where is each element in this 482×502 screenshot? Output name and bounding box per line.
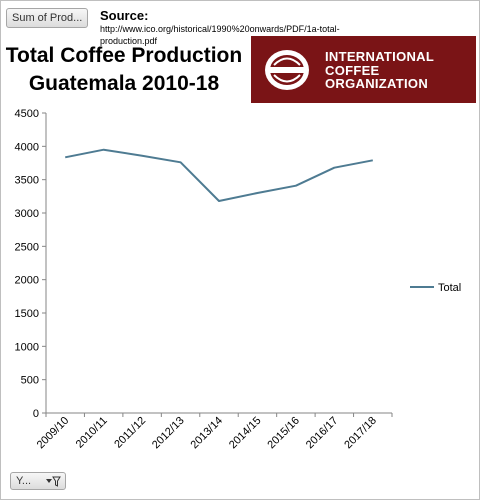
x-tick-label: 2012/13	[150, 415, 187, 452]
chart-title-line1: Total Coffee Production	[5, 44, 243, 67]
filter-button-label: Y...	[16, 475, 32, 487]
ico-logo: INTERNATIONAL COFFEE ORGANIZATION	[251, 36, 476, 103]
logo-line3: ORGANIZATION	[325, 76, 429, 91]
series-line-total	[65, 148, 373, 202]
y-tick-label: 2000	[15, 275, 39, 287]
y-tick-label: 2500	[15, 241, 39, 253]
x-tick-label: 2014/15	[227, 415, 264, 452]
y-tick-label: 3500	[15, 175, 39, 187]
chart-title: Total Coffee Production Guatemala 2010-1…	[4, 42, 244, 98]
filter-funnel-icon	[46, 476, 61, 487]
logo-text: INTERNATIONAL COFFEE ORGANIZATION	[325, 50, 434, 91]
x-tick-label: 2009/10	[35, 415, 72, 452]
chart-title-line2: Guatemala 2010-18	[28, 72, 220, 95]
logo-line2: COFFEE	[325, 62, 380, 78]
y-tick-label: 4500	[15, 108, 39, 120]
x-tick-label: 2016/17	[304, 415, 341, 452]
y-tick-label: 1500	[15, 308, 39, 320]
x-tick-label: 2013/14	[189, 415, 226, 452]
pivot-filter-button[interactable]: Y...	[10, 472, 66, 490]
y-tick-label: 0	[33, 408, 39, 420]
y-tick-label: 500	[21, 375, 39, 387]
legend-label: Total	[438, 282, 461, 294]
x-tick-label: 2015/16	[265, 415, 302, 452]
logo-line1: INTERNATIONAL	[325, 49, 435, 64]
source-url: http://www.ico.org/historical/1990%20onw…	[100, 24, 340, 46]
y-tick-label: 3000	[15, 208, 39, 220]
source-note: Source: http://www.ico.org/historical/19…	[100, 8, 340, 47]
x-tick-label: 2011/12	[112, 415, 148, 451]
y-tick-label: 1000	[15, 341, 39, 353]
source-label: Source:	[100, 8, 149, 23]
x-tick-label: 2017/18	[342, 415, 379, 452]
x-tick-label: 2010/11	[74, 415, 110, 451]
coffee-bean-logo-icon	[265, 50, 309, 90]
y-tick-label: 4000	[15, 141, 39, 153]
pivot-field-button[interactable]: Sum of Prod...	[6, 8, 88, 28]
